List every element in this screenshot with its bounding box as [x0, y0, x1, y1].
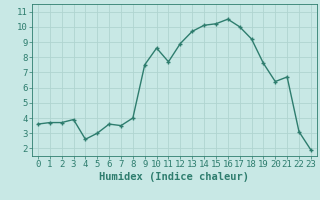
- X-axis label: Humidex (Indice chaleur): Humidex (Indice chaleur): [100, 172, 249, 182]
